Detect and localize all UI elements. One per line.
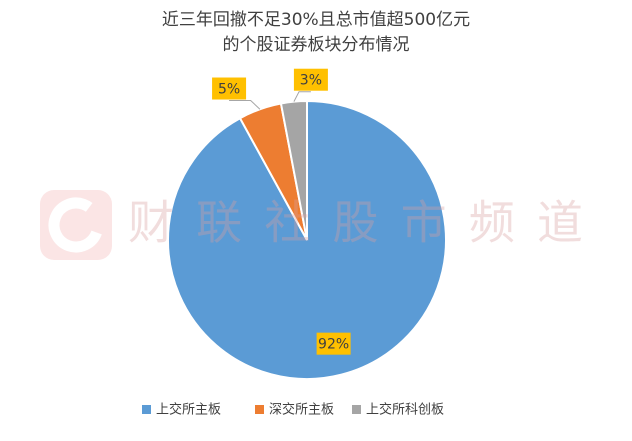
legend-swatch: [255, 405, 264, 414]
pie-slice: [167, 99, 447, 380]
legend-label: 上交所科创板: [366, 402, 444, 418]
watermark: 财联社股市频道: [40, 190, 583, 260]
legend: 上交所主板 深交所主板 上交所科创板: [142, 402, 444, 418]
legend-swatch: [142, 405, 151, 414]
pie: [167, 99, 447, 380]
legend-swatch: [352, 405, 361, 414]
legend-label: 上交所主板: [156, 402, 221, 418]
data-label-box: [293, 68, 328, 91]
data-label-box: [212, 77, 247, 100]
chart-title: 的个股证券板块分布情况: [223, 35, 410, 55]
labels: 92% 5% 3%: [212, 68, 351, 355]
data-label: 5%: [218, 82, 240, 98]
watermark-text: 财联社股市频道: [128, 196, 583, 250]
chart-title: 近三年回撤不足30%且总市值超500亿元: [162, 10, 470, 30]
leader-line: [293, 91, 311, 102]
data-label: 92%: [318, 337, 349, 353]
legend-label: 深交所主板: [269, 402, 334, 418]
leader-line: [229, 100, 261, 110]
watermark-logo-c: [48, 197, 104, 253]
data-label: 3%: [300, 73, 322, 89]
watermark-logo: [40, 190, 112, 260]
data-label-box: [316, 332, 351, 355]
